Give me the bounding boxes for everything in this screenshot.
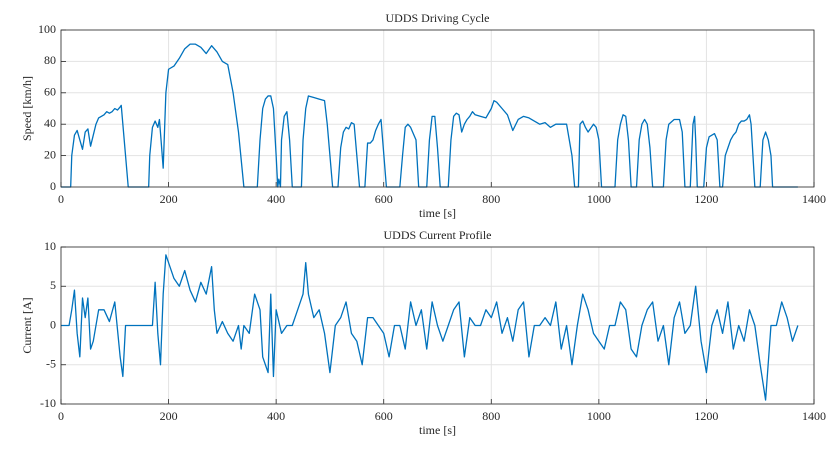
x-tick-label: 1000 bbox=[587, 192, 611, 206]
x-tick-label: 200 bbox=[160, 192, 178, 206]
data-line bbox=[61, 254, 799, 401]
x-axis-label: time [s] bbox=[419, 206, 456, 220]
x-tick-label: 600 bbox=[375, 192, 393, 206]
y-tick-label: 10 bbox=[44, 239, 56, 253]
chart-title: UDDS Driving Cycle bbox=[386, 11, 490, 25]
x-tick-label: 1200 bbox=[694, 192, 718, 206]
x-tick-label: 200 bbox=[160, 409, 178, 423]
x-tick-label: 400 bbox=[267, 192, 285, 206]
x-tick-label: 0 bbox=[58, 192, 64, 206]
y-tick-label: -10 bbox=[40, 396, 56, 410]
y-tick-label: 0 bbox=[50, 317, 56, 331]
x-tick-label: 800 bbox=[482, 409, 500, 423]
y-tick-label: 80 bbox=[44, 53, 56, 67]
x-tick-label: 800 bbox=[482, 192, 500, 206]
chart-title: UDDS Current Profile bbox=[384, 228, 492, 242]
axes-box bbox=[60, 246, 815, 405]
axes-box bbox=[60, 29, 815, 188]
x-tick-label: 1400 bbox=[802, 409, 826, 423]
y-tick-label: 20 bbox=[44, 147, 56, 161]
y-tick-label: 0 bbox=[50, 179, 56, 193]
x-axis-label: time [s] bbox=[419, 423, 456, 437]
y-tick-label: 100 bbox=[38, 22, 56, 36]
y-tick-label: 5 bbox=[50, 278, 56, 292]
y-axis-label: Speed [km/h] bbox=[20, 76, 34, 141]
x-tick-label: 1200 bbox=[694, 409, 718, 423]
y-tick-label: 60 bbox=[44, 85, 56, 99]
y-tick-label: 40 bbox=[44, 116, 56, 130]
x-tick-label: 400 bbox=[267, 409, 285, 423]
plot-background bbox=[61, 30, 814, 187]
x-tick-label: 1000 bbox=[587, 409, 611, 423]
y-axis-label: Current [A] bbox=[20, 297, 34, 353]
y-tick-label: -5 bbox=[46, 357, 56, 371]
x-tick-label: 600 bbox=[375, 409, 393, 423]
x-tick-label: 1400 bbox=[802, 192, 826, 206]
x-tick-label: 0 bbox=[58, 409, 64, 423]
